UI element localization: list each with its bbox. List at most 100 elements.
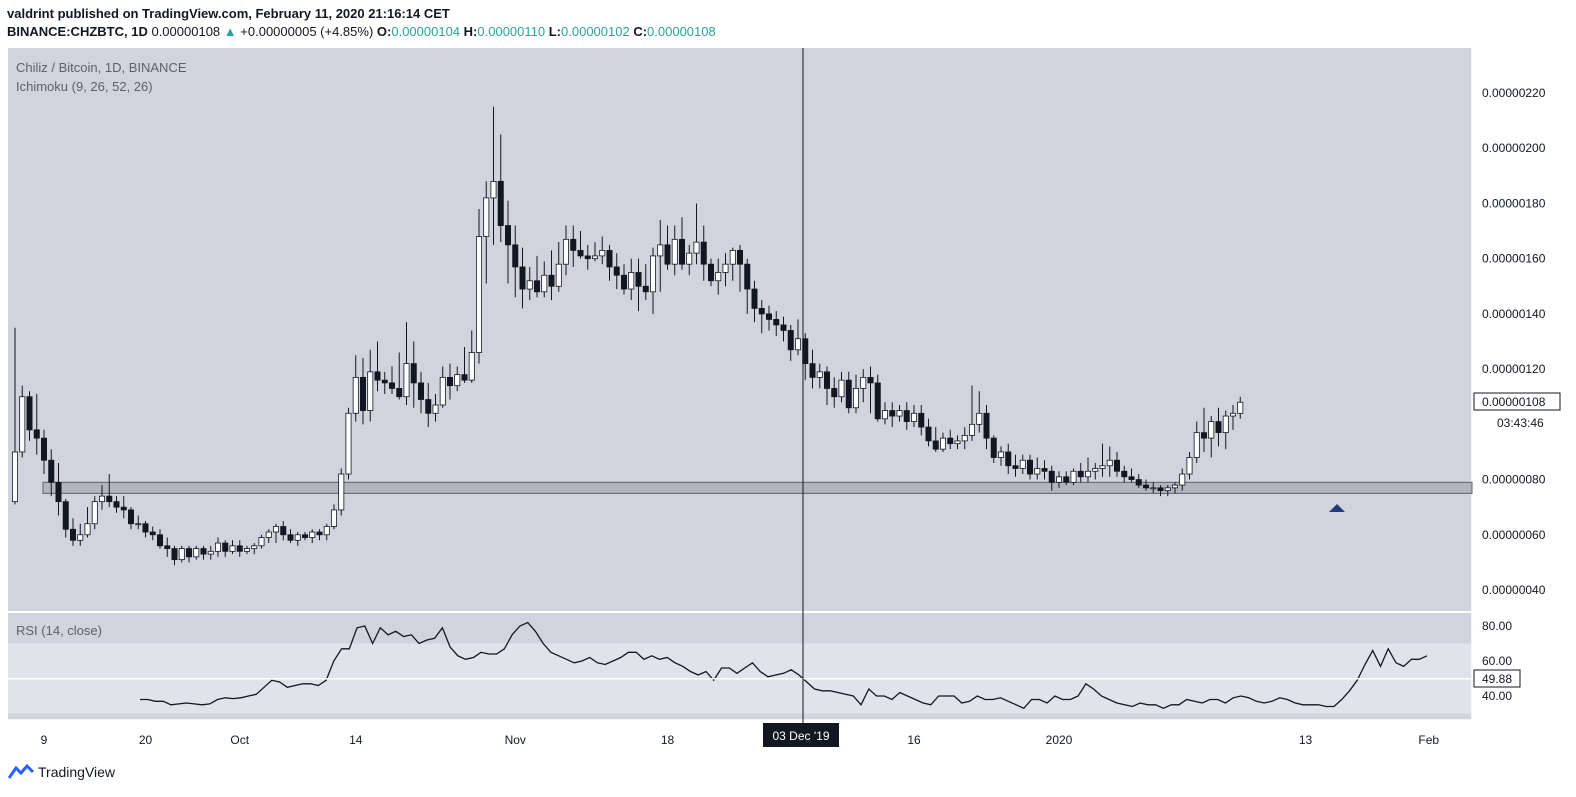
candle-body xyxy=(519,266,526,290)
price-tick: 0.00000160 xyxy=(1482,252,1546,266)
candle-body xyxy=(534,280,541,293)
candle xyxy=(178,545,185,563)
candle-body xyxy=(417,382,424,400)
candle xyxy=(947,429,954,450)
candle xyxy=(1230,405,1237,430)
candle xyxy=(280,520,287,541)
candle xyxy=(410,341,417,408)
candle xyxy=(969,385,976,441)
candle-body xyxy=(1215,421,1222,434)
candle xyxy=(845,371,852,414)
candle-body xyxy=(62,501,69,530)
candle-body xyxy=(1208,421,1215,439)
candle xyxy=(316,529,323,541)
candle xyxy=(1157,485,1164,497)
candle xyxy=(70,518,77,546)
candle-body xyxy=(330,509,337,527)
candle xyxy=(120,496,127,519)
candle xyxy=(606,244,613,281)
up-arrow-marker-icon[interactable] xyxy=(1329,504,1345,512)
candle xyxy=(882,402,889,425)
candle-body xyxy=(439,376,446,406)
candle xyxy=(824,366,831,406)
candle xyxy=(708,258,715,287)
candle-body xyxy=(41,437,48,461)
candle xyxy=(657,220,664,292)
change-arrow-icon: ▲ xyxy=(223,24,237,39)
candle xyxy=(287,529,294,544)
countdown-label: 03:43:46 xyxy=(1497,416,1544,430)
candle xyxy=(896,405,903,422)
candle-body xyxy=(222,542,229,552)
candle-body xyxy=(272,526,279,533)
candle xyxy=(396,352,403,400)
candle xyxy=(903,402,910,430)
candle xyxy=(185,545,192,563)
candle xyxy=(976,391,983,433)
candle xyxy=(541,261,548,298)
candle-body xyxy=(932,440,939,450)
candle xyxy=(41,429,48,475)
open-value: 0.00000104 xyxy=(391,24,461,39)
tradingview-logo-icon xyxy=(8,764,34,779)
candle xyxy=(243,545,250,555)
candle xyxy=(577,231,584,259)
candle xyxy=(563,225,570,276)
candle-body xyxy=(1230,412,1237,417)
high-value: 0.00000110 xyxy=(477,24,546,39)
candle xyxy=(795,319,802,356)
tradingview-logo[interactable]: TradingView xyxy=(8,764,115,780)
candle-body xyxy=(345,412,352,475)
close-label: C: xyxy=(633,24,648,39)
candle xyxy=(816,363,823,389)
candle xyxy=(983,405,990,450)
candle-body xyxy=(1063,476,1070,483)
rsi-axis[interactable]: 80.00 60.00 40.00 xyxy=(1482,619,1512,703)
candle xyxy=(1193,421,1200,463)
candle xyxy=(454,366,461,392)
candle xyxy=(773,311,780,336)
candle-body xyxy=(301,534,308,538)
candle xyxy=(1222,410,1229,450)
candle xyxy=(990,435,997,463)
candle-body xyxy=(367,371,374,411)
support-zone[interactable] xyxy=(42,481,1473,494)
candle xyxy=(860,369,867,403)
candle xyxy=(650,247,657,314)
candle xyxy=(432,393,439,422)
candle xyxy=(679,217,686,270)
candle xyxy=(592,242,599,262)
current-price-tag: 0.00000108 03:43:46 xyxy=(1473,392,1561,431)
candle xyxy=(780,316,787,342)
candle-body xyxy=(1070,470,1077,483)
candle xyxy=(1135,474,1142,488)
candles-layer xyxy=(11,106,1244,566)
price-axis[interactable]: 0.00000220 0.00000200 0.00000180 0.00000160… xyxy=(1482,86,1546,597)
price-tick: 0.00000220 xyxy=(1482,86,1546,100)
candle xyxy=(374,341,381,392)
candle xyxy=(214,537,221,557)
price-pane[interactable] xyxy=(8,48,1472,611)
candle-body xyxy=(316,531,323,536)
candle-body xyxy=(1237,401,1244,414)
candle-body xyxy=(359,376,366,411)
candle xyxy=(1121,465,1128,483)
candle xyxy=(744,258,751,314)
candle xyxy=(954,435,961,450)
publish-info: valdrint published on TradingView.com, F… xyxy=(7,6,450,21)
candle-body xyxy=(969,423,976,436)
candle xyxy=(809,349,816,389)
candle-body xyxy=(1193,432,1200,458)
candle xyxy=(737,244,744,292)
candle-body xyxy=(526,280,533,290)
candle-body xyxy=(236,545,243,552)
candle-body xyxy=(570,238,577,251)
price-tick: 0.00000120 xyxy=(1482,362,1546,376)
candle-body xyxy=(178,548,185,561)
time-axis[interactable]: 9 20 Oct 14 Nov 18 16 2020 13 Feb xyxy=(41,733,1440,747)
candle-body xyxy=(990,437,997,458)
crosshair-time-label: 03 Dec '19 xyxy=(773,729,830,743)
candle-body xyxy=(185,548,192,558)
candle xyxy=(258,534,265,549)
